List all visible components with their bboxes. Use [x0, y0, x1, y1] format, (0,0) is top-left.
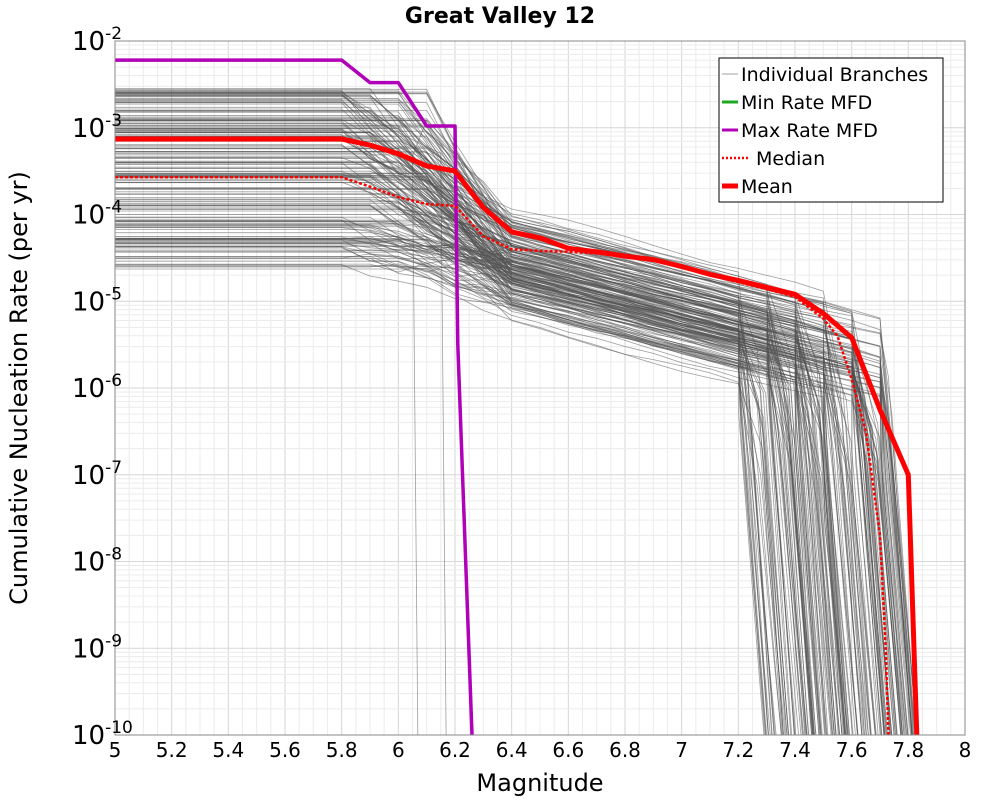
- y-axis-label: Cumulative Nucleation Rate (per yr): [5, 171, 33, 605]
- plot-frame: [114, 40, 966, 736]
- branch-line: [115, 119, 773, 735]
- branch-line: [115, 100, 918, 735]
- branch-line: [115, 102, 815, 735]
- x-tick-label: 7: [675, 738, 688, 762]
- legend-label: Min Rate MFD: [741, 92, 872, 114]
- summary-series: [115, 58, 920, 735]
- x-tick-label: 7.8: [892, 738, 924, 762]
- branch-line: [115, 219, 902, 735]
- y-tick-label: 10-5: [72, 284, 122, 317]
- branch-line: [115, 102, 872, 735]
- y-tick-label: 10-4: [72, 198, 122, 231]
- series-max-rate-mfd-line: [115, 58, 474, 735]
- legend: Individual Branches Min Rate MFD Max Rate …: [718, 57, 944, 203]
- legend-label: Individual Branches: [741, 64, 928, 86]
- x-tick-label: 6.4: [496, 738, 528, 762]
- branch-line: [115, 179, 769, 735]
- branch-line: [115, 135, 840, 735]
- branch-line: [115, 257, 854, 735]
- legend-label: Median: [756, 148, 825, 170]
- branch-line: [115, 88, 898, 735]
- branch-line: [115, 255, 788, 735]
- series-median-line: [115, 175, 890, 735]
- x-axis-ticks: 5 5.2 5.4 5.6 5.8 6 6.2 6.4 6.6 6.8 7 7.2 7.4 7.6 7.8 8: [109, 738, 972, 762]
- x-tick-label: 5.2: [156, 738, 188, 762]
- branch-line: [115, 253, 859, 735]
- y-tick-label: 10-6: [72, 371, 122, 404]
- branch-line: [115, 264, 837, 735]
- x-tick-label: 6.2: [439, 738, 471, 762]
- branch-line: [115, 251, 765, 735]
- branch-line: [115, 194, 828, 735]
- branch-line: [115, 96, 891, 735]
- x-tick-label: 6.6: [552, 738, 584, 762]
- individual-branches: [115, 88, 919, 735]
- branch-line: [115, 120, 428, 735]
- branch-line: [115, 221, 907, 735]
- branch-line: [115, 94, 869, 735]
- branch-line: [115, 163, 833, 735]
- x-tick-label: 6: [392, 738, 405, 762]
- legend-label: Mean: [741, 176, 793, 198]
- x-tick-label: 7.2: [722, 738, 754, 762]
- x-tick-label: 6.8: [609, 738, 641, 762]
- branch-line: [115, 151, 814, 735]
- y-tick-label: 10-7: [72, 458, 122, 491]
- branch-line: [115, 152, 867, 735]
- x-tick-label: 5.8: [326, 738, 358, 762]
- legend-label: Max Rate MFD: [741, 120, 878, 142]
- y-tick-label: 10-10: [72, 718, 133, 751]
- legend-box: [718, 57, 944, 203]
- branch-line: [115, 88, 918, 735]
- branch-line: [115, 200, 817, 735]
- branch-line: [115, 232, 848, 735]
- chart-title: Great Valley 12: [405, 4, 595, 29]
- y-tick-label: 10-8: [72, 545, 122, 578]
- branch-line: [115, 260, 859, 735]
- branch-line: [115, 101, 846, 735]
- y-axis-ticks: 10-2 10-3 10-4 10-5 10-6 10-7 10-8 10-9 10-10: [72, 24, 133, 751]
- branch-line: [115, 227, 847, 735]
- branch-line: [115, 245, 827, 735]
- x-tick-label: 5.4: [212, 738, 244, 762]
- x-axis-label: Magnitude: [476, 769, 603, 797]
- branch-line: [115, 157, 823, 735]
- x-tick-label: 5.6: [269, 738, 301, 762]
- x-tick-label: 7.4: [779, 738, 811, 762]
- y-tick-label: 10-2: [72, 24, 122, 57]
- branch-line: [115, 138, 766, 735]
- branch-line: [115, 187, 885, 735]
- y-tick-label: 10-9: [72, 631, 122, 664]
- branch-line: [115, 148, 917, 735]
- x-tick-label: 7.6: [836, 738, 868, 762]
- branch-line: [115, 167, 808, 735]
- branch-line: [115, 249, 782, 735]
- branch-line: [115, 187, 913, 735]
- x-tick-label: 8: [959, 738, 972, 762]
- y-tick-label: 10-3: [72, 111, 122, 144]
- branch-line: [115, 188, 790, 735]
- x-tick-label: 5: [109, 738, 122, 762]
